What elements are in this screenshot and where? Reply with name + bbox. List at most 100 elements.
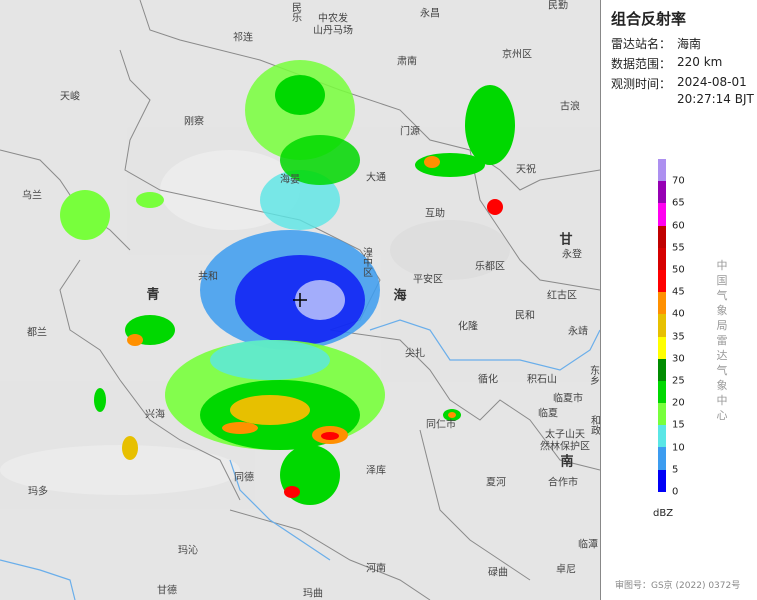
color-bar-tick: 25: [672, 375, 685, 387]
place-label: 海晏: [280, 174, 300, 186]
place-label: 夏河: [486, 477, 506, 489]
place-label: 河南: [366, 563, 386, 575]
rivers: [0, 319, 600, 600]
place-label: 化隆: [458, 321, 478, 333]
place-label: 刚察: [184, 116, 204, 128]
color-bar-segment: [658, 425, 666, 448]
place-label: 红古区: [547, 290, 577, 302]
product-title: 组合反射率: [611, 10, 687, 28]
place-label: 泽库: [366, 465, 386, 477]
place-label: 玛沁: [178, 545, 198, 557]
place-label: 天祝: [516, 164, 536, 176]
place-label: 乐都区: [475, 261, 505, 273]
color-bar-segment: [658, 159, 666, 182]
color-bar-tick: 65: [672, 197, 685, 209]
place-label: 东乡: [587, 365, 599, 385]
station-row: 雷达站名： 海南: [611, 35, 701, 52]
place-label: 积石山: [527, 374, 557, 386]
place-label: 同仁市: [426, 419, 456, 431]
color-bar-segment: [658, 247, 666, 270]
place-label: 和政: [588, 415, 600, 435]
time-label: 观测时间：: [611, 77, 672, 91]
place-label: 大通: [366, 172, 386, 184]
color-bar-tick: 50: [672, 264, 685, 276]
place-label: 民和: [515, 310, 535, 322]
place-label: 合作市: [548, 477, 578, 489]
place-label: 永昌: [420, 8, 440, 20]
place-label: 甘德: [157, 585, 177, 597]
province-label: 甘: [559, 232, 573, 248]
place-label: 乌兰: [22, 190, 42, 202]
time-value: 20:27:14 BJT: [677, 92, 754, 106]
range-row: 数据范围： 220 km: [611, 55, 722, 72]
place-label: 湟中区: [360, 247, 372, 277]
place-label: 肃南: [397, 56, 417, 68]
approval-number: 审图号：GS京 (2022) 0372号: [615, 581, 741, 591]
radar-map[interactable]: 民乐 中农发 山丹马场 永昌 民勤 祁连 肃南 京州区 天峻 刚察 门源 古浪 天祝 海晏 大通 乌兰 互助 永登…: [0, 0, 600, 600]
place-label: 临夏: [538, 408, 558, 420]
place-label: 尖扎: [405, 348, 425, 360]
color-bar-segment: [658, 269, 666, 293]
color-bar-tick: 45: [672, 286, 685, 298]
province-label: 青: [146, 287, 160, 303]
color-bar-tick: 55: [672, 242, 685, 254]
legend-panel: 组合反射率 雷达站名： 海南 数据范围： 220 km 观测时间： 2024-0…: [600, 0, 757, 600]
color-bar-tick: 20: [672, 397, 685, 409]
place-label: 然林保护区: [540, 441, 590, 453]
color-bar: [658, 159, 666, 492]
date-value: 2024-08-01: [677, 75, 747, 89]
color-bar-tick: 5: [672, 464, 679, 476]
station-value: 海南: [677, 37, 702, 51]
color-bar-segment: [658, 403, 666, 426]
color-bar-tick: 40: [672, 308, 685, 320]
range-label: 数据范围：: [611, 57, 672, 71]
station-label: 雷达站名：: [611, 37, 672, 51]
place-label: 同德: [234, 472, 254, 484]
color-bar-segment: [658, 314, 666, 337]
place-label: 循化: [478, 374, 498, 386]
place-label: 共和: [198, 271, 218, 283]
place-label: 山丹马场: [313, 25, 353, 37]
unit-label: dBZ: [653, 508, 674, 519]
organization-label: 中国气象局雷达气象中心: [716, 259, 728, 422]
place-label: 玛多: [28, 486, 48, 498]
color-bar-segment: [658, 469, 666, 492]
place-label: 碌曲: [488, 567, 508, 579]
place-label: 中农发: [318, 13, 348, 25]
color-bar-segment: [658, 181, 666, 204]
place-label: 卓尼: [556, 564, 576, 576]
color-bar-segment: [658, 358, 666, 381]
color-bar-segment: [658, 336, 666, 359]
place-label: 临夏市: [553, 393, 583, 405]
place-label: 都兰: [27, 327, 47, 339]
place-label: 天峻: [60, 91, 80, 103]
color-bar-segment: [658, 292, 666, 315]
place-label: 民乐: [289, 2, 301, 22]
color-bar-segment: [658, 380, 666, 404]
range-value: 220 km: [677, 55, 723, 69]
color-bar-tick: 15: [672, 419, 685, 431]
place-label: 祁连: [233, 32, 253, 44]
color-bar-tick: 30: [672, 353, 685, 365]
place-label: 兴海: [145, 409, 165, 421]
time-row: 观测时间： 2024-08-01: [611, 75, 747, 92]
color-bar-tick: 60: [672, 220, 685, 232]
place-label: 平安区: [413, 274, 443, 286]
map-layers: [0, 0, 600, 600]
radar-station-icon: [293, 293, 307, 307]
color-bar-segment: [658, 203, 666, 226]
province-label: 海: [393, 288, 407, 304]
place-label: 永登: [562, 249, 582, 261]
radar-echoes: [60, 60, 515, 505]
province-label: 南: [560, 454, 574, 470]
color-bar-tick: 35: [672, 331, 685, 343]
place-label: 京州区: [502, 49, 532, 61]
place-label: 门源: [400, 126, 420, 138]
color-bar-tick: 10: [672, 442, 685, 454]
place-label: 太子山天: [545, 429, 585, 441]
place-label: 古浪: [560, 101, 580, 113]
place-label: 民勤: [548, 0, 568, 12]
place-label: 临潭: [578, 539, 598, 551]
color-bar-segment: [658, 447, 666, 470]
color-bar-tick: 70: [672, 175, 685, 187]
